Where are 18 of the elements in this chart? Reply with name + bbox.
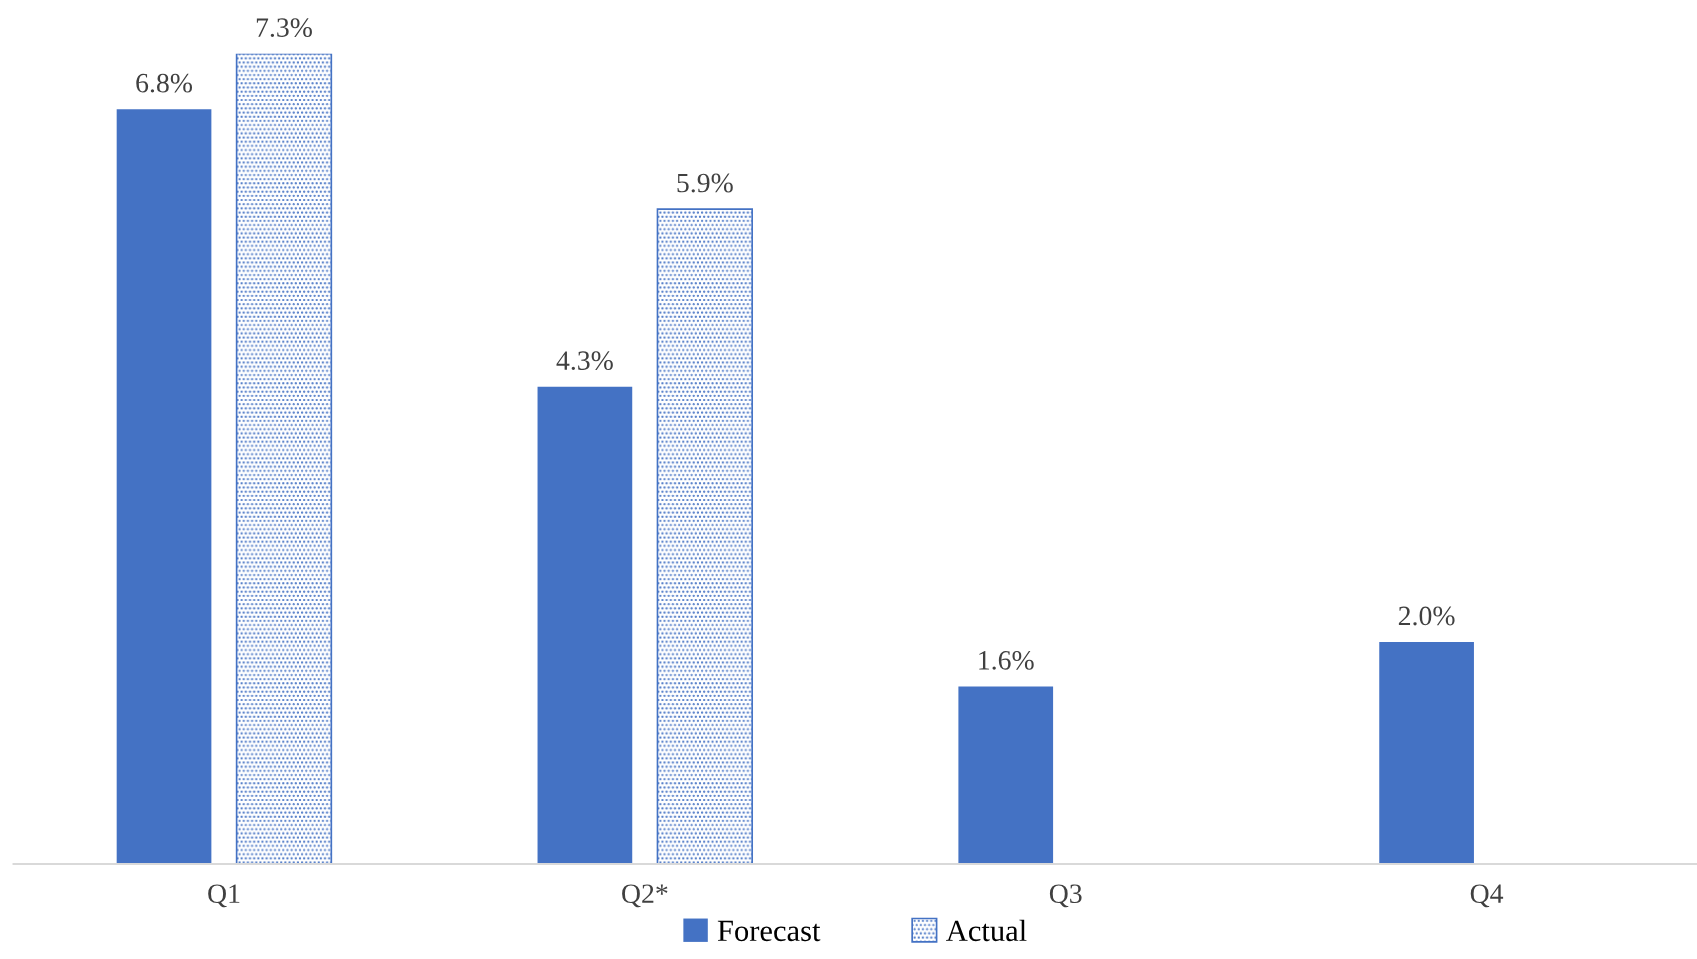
bar — [958, 686, 1054, 865]
legend-label: Actual — [946, 919, 1027, 942]
data-label: 7.3% — [256, 18, 312, 38]
bar — [537, 386, 633, 865]
bar — [1379, 642, 1474, 865]
x-tick-label: Q4 — [1470, 884, 1504, 908]
data-label: 4.3% — [556, 351, 613, 371]
x-tick-label: Q1 — [208, 884, 240, 908]
bar — [656, 208, 754, 865]
data-label: 1.6% — [979, 650, 1034, 670]
data-label: 2.0% — [1398, 606, 1455, 626]
data-label: 6.8% — [136, 73, 193, 93]
bar — [235, 53, 333, 865]
bar — [116, 109, 212, 865]
x-tick-label: Q2* — [622, 884, 668, 908]
x-tick-label: Q3 — [1049, 884, 1082, 908]
data-label: 5.9% — [677, 173, 733, 193]
legend-label: Forecast — [717, 920, 821, 942]
